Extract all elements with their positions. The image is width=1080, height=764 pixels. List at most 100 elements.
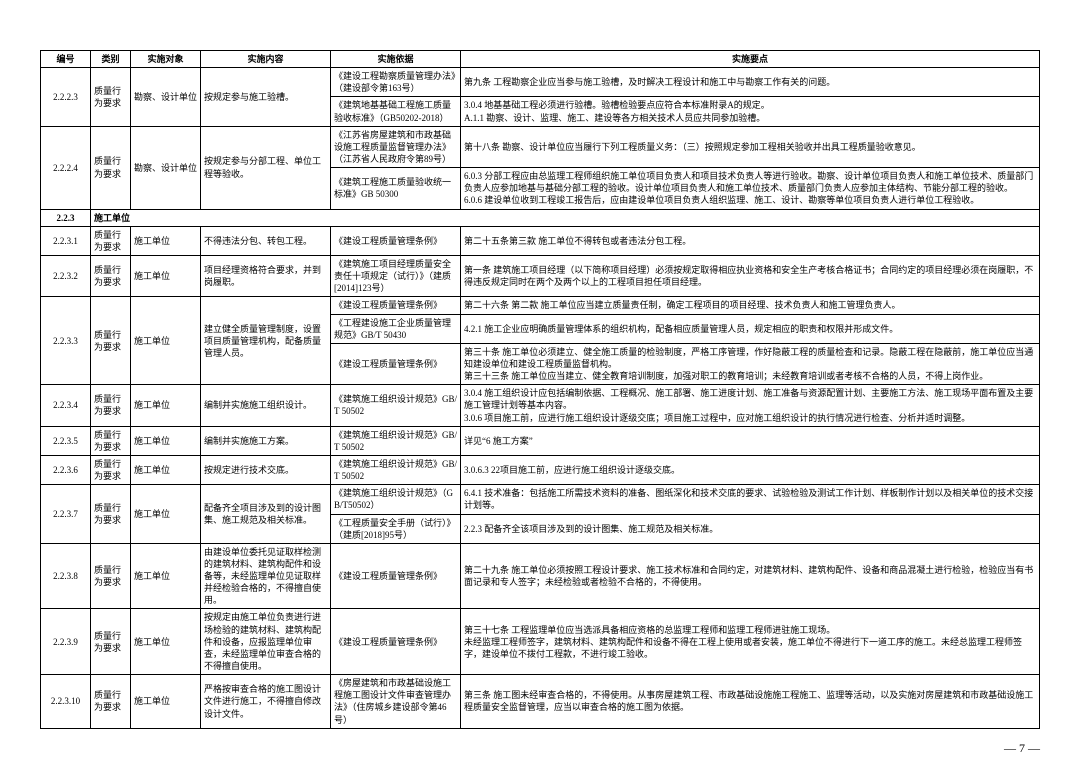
cell-content: 按规定由施工单位负责进行进场检验的建筑材料、建筑构配件和设备，应报监理单位审查，… (201, 609, 331, 675)
cell-object: 施工单位 (131, 455, 201, 484)
th-points: 实施要点 (461, 51, 1040, 68)
cell-object: 勘察、设计单位 (131, 126, 201, 209)
cell-content: 项目经理资格符合要求，并到岗履职。 (201, 255, 331, 296)
cell-id: 2.2.3.5 (41, 426, 91, 455)
cell-points: 第三条 施工图未经审查合格的，不得使用。从事房屋建筑工程、市政基础设施施工程施工… (461, 675, 1040, 729)
cell-points: 2.2.3 配备齐全该项目涉及到的设计图集、施工规范及相关标准。 (461, 514, 1040, 543)
cell-points: 第一条 建筑施工项目经理（以下简称项目经理）必须按规定取得相应执业资格和安全生产… (461, 255, 1040, 296)
cell-object: 施工单位 (131, 226, 201, 255)
cell-points: 第九条 工程勘察企业应当参与施工验槽，及时解决工程设计和施工中与勘察工作有关的问… (461, 68, 1040, 97)
cell-category: 质量行为要求 (91, 226, 131, 255)
cell-id: 2.2.3.3 (41, 297, 91, 385)
cell-category: 质量行为要求 (91, 426, 131, 455)
cell-object: 勘察、设计单位 (131, 68, 201, 127)
cell-basis: 《建设工程质量管理条例》 (331, 609, 461, 675)
cell-basis: 《建筑工程施工质量验收统一标准》GB 50300 (331, 168, 461, 209)
cell-object: 施工单位 (131, 385, 201, 426)
cell-id: 2.2.3.10 (41, 675, 91, 729)
cell-basis: 《江苏省房屋建筑和市政基础设施工程质量监督管理办法》（江苏省人民政府令第89号） (331, 126, 461, 167)
th-id: 编号 (41, 51, 91, 68)
cell-id: 2.2.3.8 (41, 543, 91, 609)
cell-content: 按规定参与分部工程、单位工程等验收。 (201, 126, 331, 209)
cell-id: 2.2.3.2 (41, 255, 91, 296)
cell-basis: 《建设工程勘察质量管理办法》（建设部令第163号） (331, 68, 461, 97)
cell-basis: 《建筑施工组织设计规范》GB/T 50502 (331, 385, 461, 426)
cell-id: 2.2.2.4 (41, 126, 91, 209)
cell-basis: 《建筑施工项目经理质量安全责任十项规定（试行）》（建质[2014]123号） (331, 255, 461, 296)
cell-content: 严格按审查合格的施工图设计文件进行施工，不得擅自修改设计文件。 (201, 675, 331, 729)
cell-points: 3.0.6.3 22项目施工前，应进行施工组织设计逐级交底。 (461, 455, 1040, 484)
cell-basis: 《建筑施工组织设计规范》GB/T 50502 (331, 426, 461, 455)
table-row: 2.2.3.6质量行为要求施工单位按规定进行技术交底。《建筑施工组织设计规范》G… (41, 455, 1040, 484)
cell-basis: 《建设工程质量管理条例》 (331, 297, 461, 314)
table-row: 2.2.3.10质量行为要求施工单位严格按审查合格的施工图设计文件进行施工，不得… (41, 675, 1040, 729)
cell-points: 第十八条 勘察、设计单位应当履行下列工程质量义务：（三）按照规定参加工程相关验收… (461, 126, 1040, 167)
cell-category: 质量行为要求 (91, 675, 131, 729)
table-row: 2.2.3.8质量行为要求施工单位由建设单位委托见证取样检测的建筑材料、建筑构配… (41, 543, 1040, 609)
regulation-table: 编号 类别 实施对象 实施内容 实施依据 实施要点 2.2.2.3质量行为要求勘… (40, 50, 1040, 729)
cell-basis: 《建设工程质量管理条例》 (331, 543, 461, 609)
cell-basis: 《建设工程质量管理条例》 (331, 343, 461, 384)
table-row: 2.2.2.4质量行为要求勘察、设计单位按规定参与分部工程、单位工程等验收。《江… (41, 126, 1040, 167)
cell-points: 4.2.1 施工企业应明确质量管理体系的组织机构，配备相应质量管理人员，规定相应… (461, 314, 1040, 343)
cell-id: 2.2.3.7 (41, 485, 91, 544)
table-row: 2.2.3.1质量行为要求施工单位不得违法分包、转包工程。《建设工程质量管理条例… (41, 226, 1040, 255)
cell-points: 3.0.4 施工组织设计应包括编制依据、工程概况、施工部署、施工进度计划、施工准… (461, 385, 1040, 426)
section-label: 施工单位 (91, 209, 1040, 226)
page-number: — 7 — (40, 741, 1040, 756)
cell-id: 2.2.3.9 (41, 609, 91, 675)
cell-id: 2.2.2.3 (41, 68, 91, 127)
cell-category: 质量行为要求 (91, 126, 131, 209)
th-content: 实施内容 (201, 51, 331, 68)
cell-basis: 《工程建设施工企业质量管理规范》GB/T 50430 (331, 314, 461, 343)
header-row: 编号 类别 实施对象 实施内容 实施依据 实施要点 (41, 51, 1040, 68)
cell-object: 施工单位 (131, 543, 201, 609)
cell-content: 按规定进行技术交底。 (201, 455, 331, 484)
cell-points: 详见“6 施工方案” (461, 426, 1040, 455)
cell-category: 质量行为要求 (91, 485, 131, 544)
cell-content: 编制并实施施工组织设计。 (201, 385, 331, 426)
cell-points: 6.4.1 技术准备：包括施工所需技术资料的准备、图纸深化和技术交底的要求、试验… (461, 485, 1040, 514)
cell-basis: 《建设工程质量管理条例》 (331, 226, 461, 255)
cell-category: 质量行为要求 (91, 297, 131, 385)
cell-basis: 《建筑施工组织设计规范》（GB/T50502） (331, 485, 461, 514)
section-row: 2.2.3施工单位 (41, 209, 1040, 226)
cell-basis: 《工程质量安全手册（试行）》（建质[2018]95号） (331, 514, 461, 543)
cell-points: 第三十七条 工程监理单位应当选派具备相应资格的总监理工程师和监理工程师进驻施工现… (461, 609, 1040, 675)
cell-category: 质量行为要求 (91, 255, 131, 296)
cell-points: 第二十五条第三款 施工单位不得转包或者违法分包工程。 (461, 226, 1040, 255)
cell-category: 质量行为要求 (91, 543, 131, 609)
th-basis: 实施依据 (331, 51, 461, 68)
table-row: 2.2.3.4质量行为要求施工单位编制并实施施工组织设计。《建筑施工组织设计规范… (41, 385, 1040, 426)
cell-basis: 《建筑地基基础工程施工质量验收标准》（GB50202-2018） (331, 97, 461, 126)
cell-content: 不得违法分包、转包工程。 (201, 226, 331, 255)
cell-object: 施工单位 (131, 297, 201, 385)
cell-id: 2.2.3.6 (41, 455, 91, 484)
cell-content: 编制并实施施工方案。 (201, 426, 331, 455)
cell-object: 施工单位 (131, 426, 201, 455)
cell-basis: 《建筑施工组织设计规范》GB/T 50502 (331, 455, 461, 484)
table-row: 2.2.3.7质量行为要求施工单位配备齐全项目涉及到的设计图集、施工规范及相关标… (41, 485, 1040, 514)
cell-content: 配备齐全项目涉及到的设计图集、施工规范及相关标准。 (201, 485, 331, 544)
cell-points: 6.0.3 分部工程应由总监理工程师组织施工单位项目负责人和项目技术负责人等进行… (461, 168, 1040, 209)
cell-points: 第三十条 施工单位必须建立、健全施工质量的检验制度，严格工序管理，作好隐蔽工程的… (461, 343, 1040, 384)
th-obj: 实施对象 (131, 51, 201, 68)
cell-object: 施工单位 (131, 255, 201, 296)
table-row: 2.2.3.2质量行为要求施工单位项目经理资格符合要求，并到岗履职。《建筑施工项… (41, 255, 1040, 296)
cell-points: 第二十六条 第二款 施工单位应当建立质量责任制，确定工程项目的项目经理、技术负责… (461, 297, 1040, 314)
cell-content: 建立健全质量管理制度，设置项目质量管理机构，配备质量管理人员。 (201, 297, 331, 385)
cell-object: 施工单位 (131, 485, 201, 544)
cell-id: 2.2.3.4 (41, 385, 91, 426)
cell-content: 按规定参与施工验槽。 (201, 68, 331, 127)
cell-category: 质量行为要求 (91, 68, 131, 127)
table-row: 2.2.3.5质量行为要求施工单位编制并实施施工方案。《建筑施工组织设计规范》G… (41, 426, 1040, 455)
table-row: 2.2.3.3质量行为要求施工单位建立健全质量管理制度，设置项目质量管理机构，配… (41, 297, 1040, 314)
th-cat: 类别 (91, 51, 131, 68)
cell-basis: 《房屋建筑和市政基础设施工程施工图设计文件审查管理办法》（住房城乡建设部令第46… (331, 675, 461, 729)
cell-object: 施工单位 (131, 675, 201, 729)
cell-category: 质量行为要求 (91, 385, 131, 426)
cell-category: 质量行为要求 (91, 455, 131, 484)
section-id: 2.2.3 (41, 209, 91, 226)
cell-category: 质量行为要求 (91, 609, 131, 675)
cell-id: 2.2.3.1 (41, 226, 91, 255)
